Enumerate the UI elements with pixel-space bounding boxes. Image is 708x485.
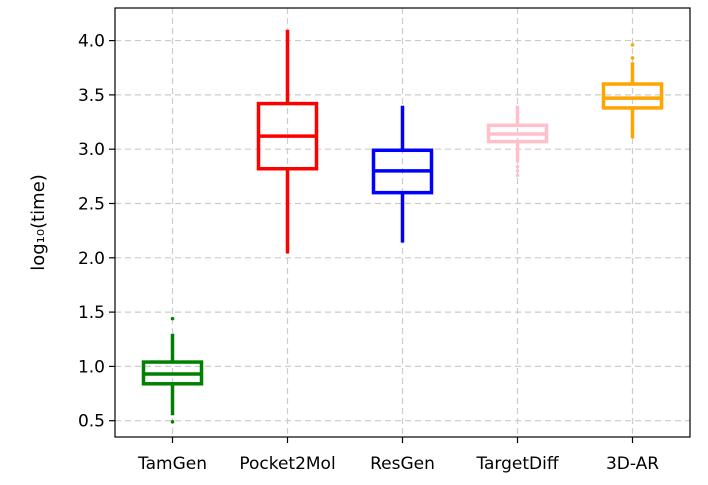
y-tick-label: 1.0 xyxy=(78,357,105,377)
box-pocket2mol xyxy=(256,29,319,254)
box-targetdiff xyxy=(486,105,549,178)
box-tamgen xyxy=(141,316,204,424)
x-tick-label: ResGen xyxy=(370,454,435,474)
y-tick-label: 3.0 xyxy=(78,140,105,160)
outlier-point xyxy=(515,173,520,178)
box-resgen xyxy=(371,105,434,243)
outlier-point xyxy=(515,164,520,169)
outlier-point xyxy=(515,169,520,173)
outlier-point xyxy=(630,43,635,47)
y-tick-label: 2.0 xyxy=(78,249,105,269)
y-tick-label: 0.5 xyxy=(78,412,105,432)
y-tick-label: 3.5 xyxy=(78,86,105,106)
outlier-point xyxy=(170,316,175,321)
axes: 0.5 1.0 1.5 2.0 2.5 3.0 3.5 4.0 TamGen Pocket2Mol… xyxy=(78,32,659,474)
box-plot-series xyxy=(141,29,664,424)
box-3d-ar xyxy=(601,43,664,139)
y-axis-label: log₁₀(time) xyxy=(28,174,49,271)
y-tick-label: 2.5 xyxy=(78,194,105,214)
x-tick-label: 3D-AR xyxy=(606,454,659,474)
iqr-box xyxy=(601,82,664,110)
x-tick-label: Pocket2Mol xyxy=(239,454,335,474)
y-tick-label: 1.5 xyxy=(78,303,105,323)
outlier-point xyxy=(630,56,635,60)
x-tick-label: TamGen xyxy=(137,454,207,474)
x-tick-label: TargetDiff xyxy=(475,454,559,474)
y-tick-label: 4.0 xyxy=(78,32,105,52)
outlier-point xyxy=(170,419,175,424)
